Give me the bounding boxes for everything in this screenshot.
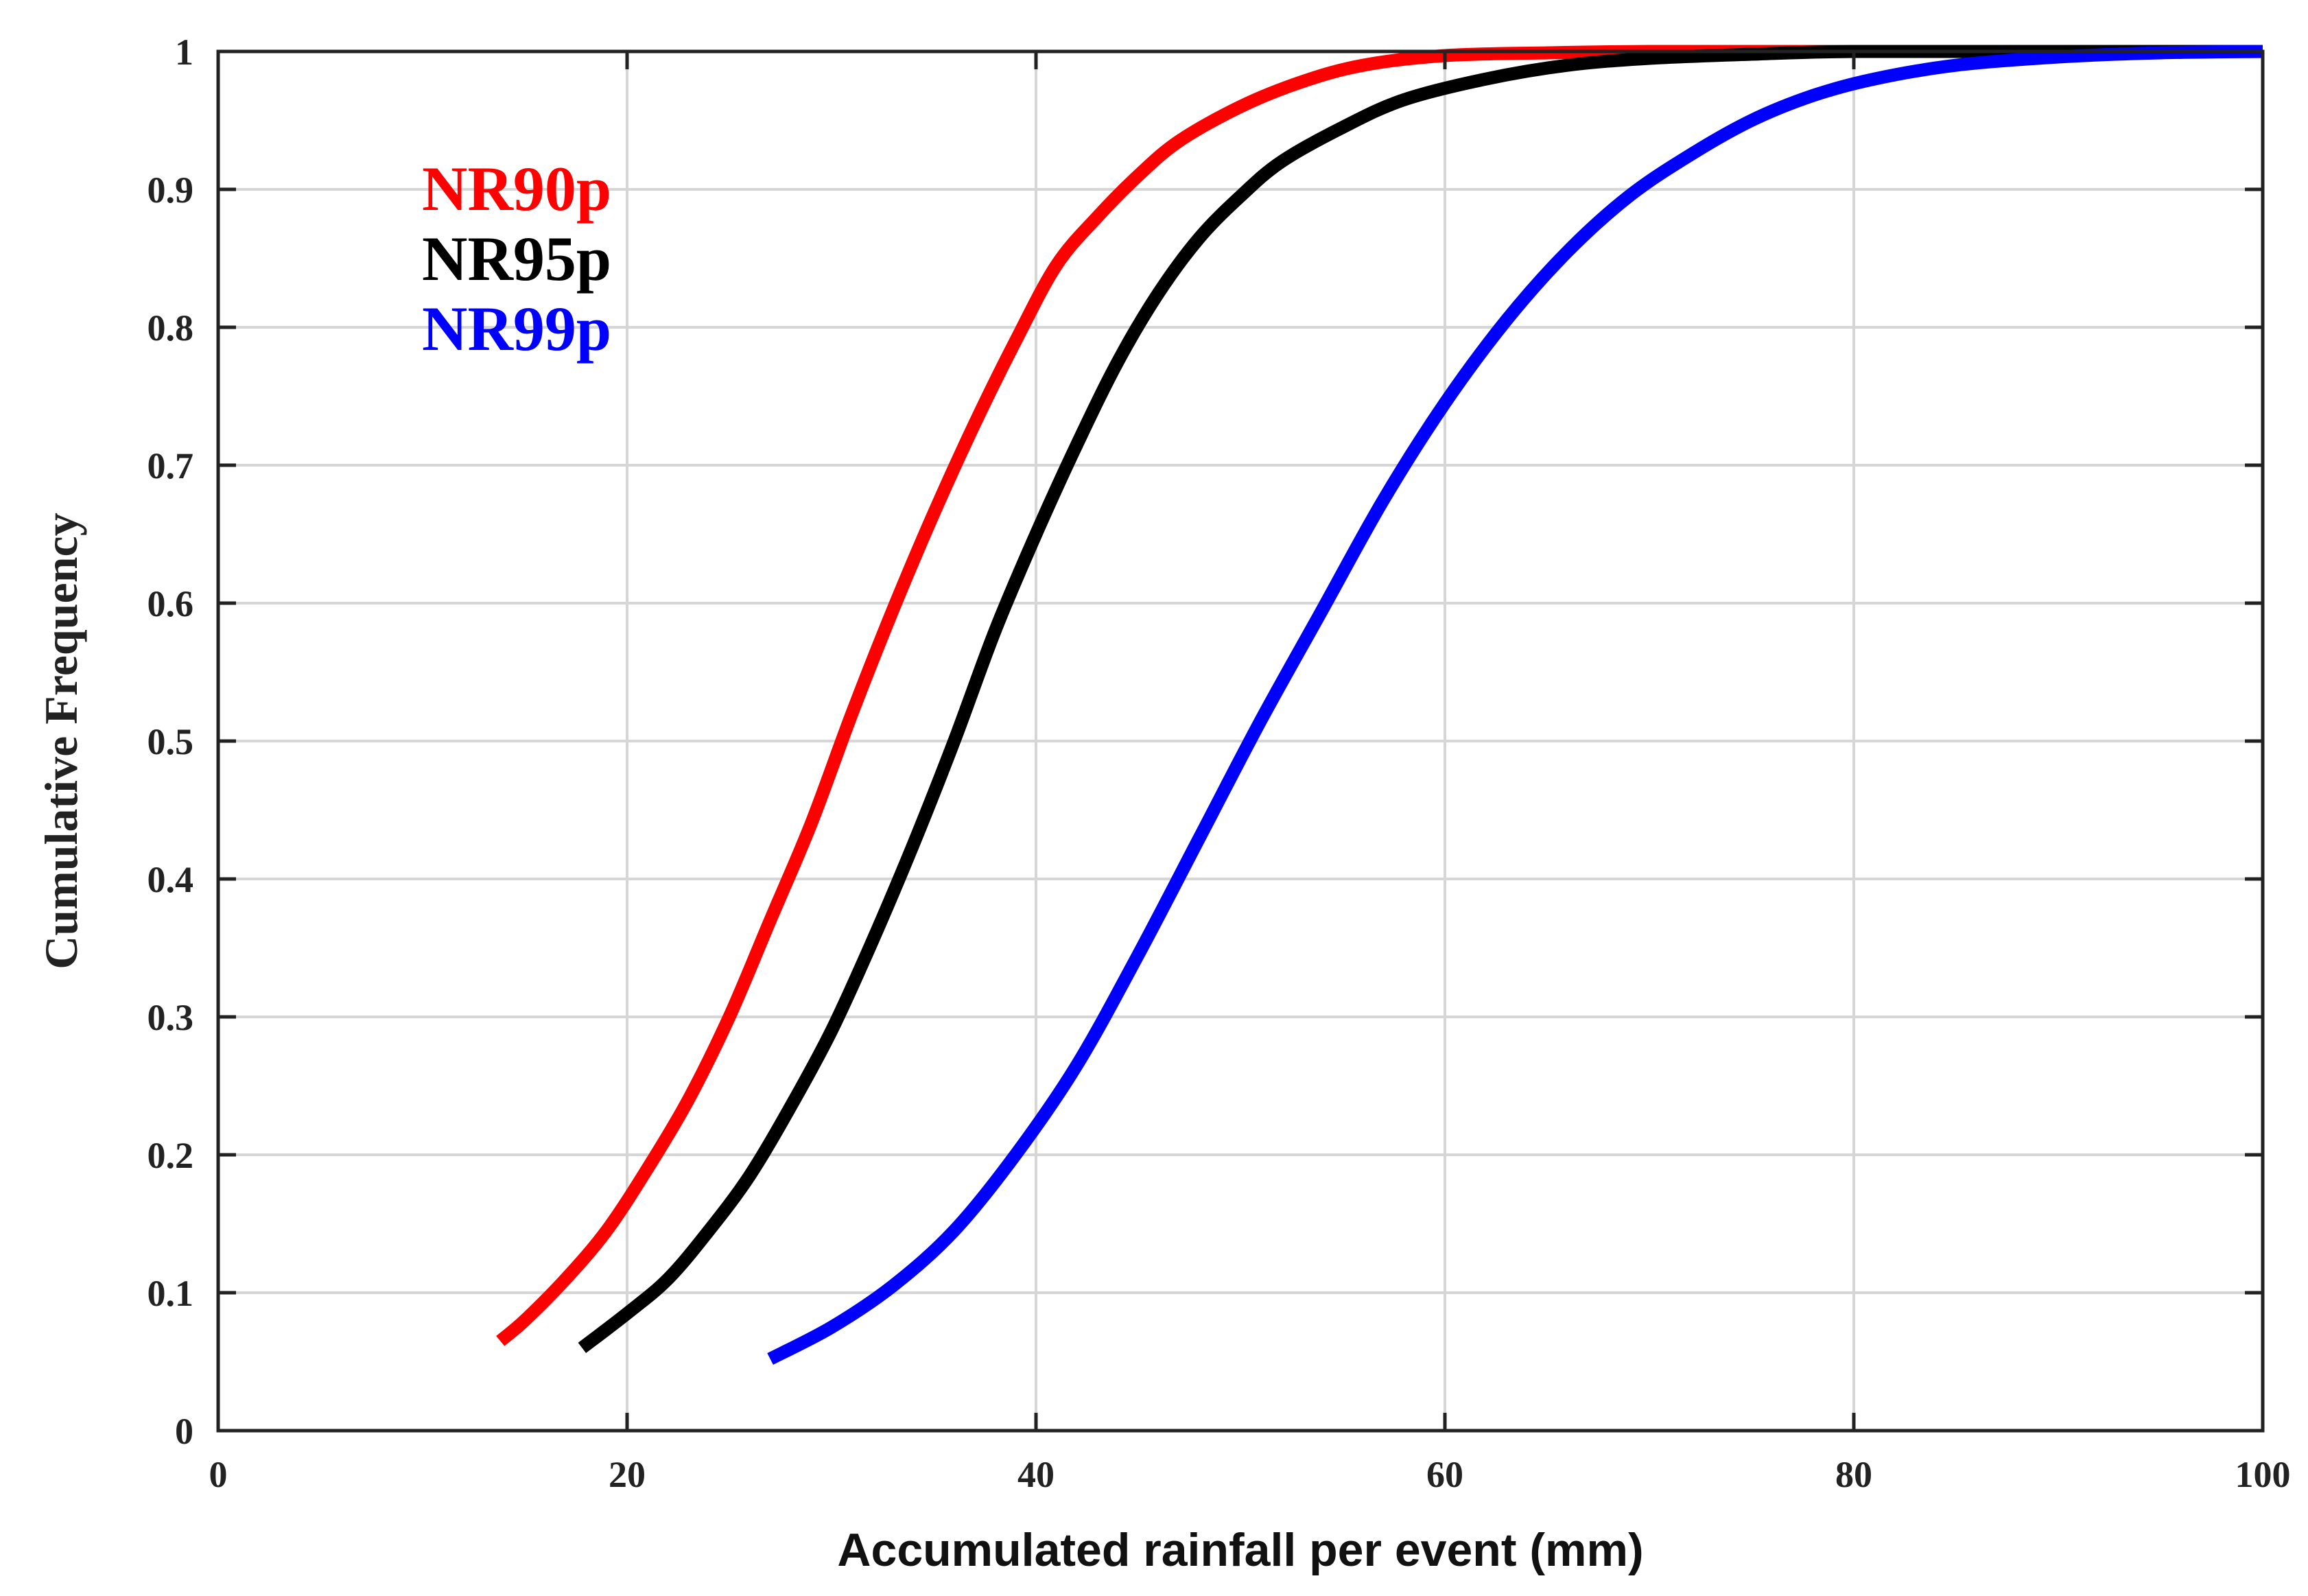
y-tick-label: 0.2: [148, 1135, 194, 1176]
x-axis-title: Accumulated rainfall per event (mm): [837, 1524, 1643, 1576]
x-tick-label: 60: [1426, 1454, 1463, 1495]
series-line-nr99p: [767, 45, 2263, 1365]
y-tick-label: 0.4: [148, 859, 194, 900]
y-tick-labels: 0 0.1 0.2 0.3 0.4 0.5 0.6 0.7 0.8 0.9 1: [148, 32, 194, 1452]
legend-entry-nr95p: NR95p: [422, 224, 611, 294]
y-tick-label: 0: [175, 1411, 193, 1452]
x-tick-label: 100: [2235, 1454, 2291, 1495]
series-line-nr95p: [578, 45, 2263, 1353]
y-tick-label: 1: [175, 32, 193, 73]
tick-marks: [218, 51, 2263, 1431]
y-tick-label: 0.6: [148, 583, 194, 624]
legend-entry-nr99p: NR99p: [422, 294, 611, 364]
y-tick-label: 0.8: [148, 307, 194, 349]
x-tick-label: 40: [1017, 1454, 1055, 1495]
y-tick-label: 0.1: [148, 1273, 194, 1314]
x-tick-labels: 0 20 40 60 80 100: [209, 1454, 2291, 1495]
y-axis-title: Cumulative Frequency: [35, 513, 87, 970]
legend-entry-nr90p: NR90p: [422, 154, 611, 224]
x-tick-label: 80: [1835, 1454, 1872, 1495]
y-tick-label: 0.9: [148, 169, 194, 211]
y-tick-label: 0.3: [148, 997, 194, 1038]
x-tick-label: 0: [209, 1454, 228, 1495]
y-tick-label: 0.5: [148, 721, 194, 762]
x-tick-label: 20: [609, 1454, 646, 1495]
y-tick-label: 0.7: [148, 445, 194, 486]
